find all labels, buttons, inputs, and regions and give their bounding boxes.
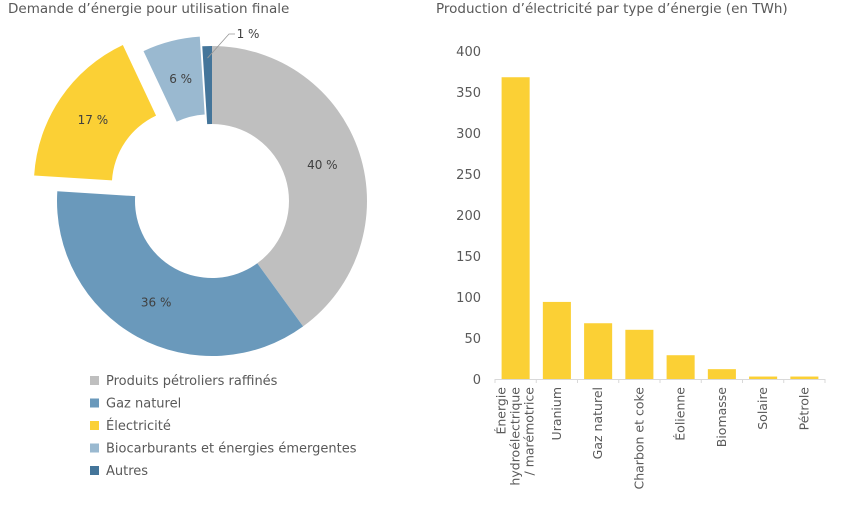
y-tick-label: 200	[456, 209, 481, 224]
bar	[790, 376, 819, 379]
legend-swatch	[90, 376, 99, 385]
bar	[584, 323, 613, 379]
bar-title: Production d’électricité par type d’éner…	[436, 1, 788, 17]
y-tick-label: 350	[456, 86, 481, 101]
bar	[749, 376, 778, 379]
slice-label: 36 %	[141, 296, 172, 310]
legend-swatch	[90, 421, 99, 430]
y-tick-label: 300	[456, 127, 481, 142]
x-tick-label: Biomasse	[714, 387, 729, 448]
donut-title: Demande d’énergie pour utilisation final…	[8, 1, 289, 17]
legend-label: Produits pétroliers raffinés	[106, 374, 278, 389]
y-tick-label: 250	[456, 168, 481, 183]
y-tick-label: 100	[456, 291, 481, 306]
x-tick-label: Éolienne	[673, 387, 688, 441]
x-tick-label: Pétrole	[796, 387, 811, 431]
y-tick-label: 0	[473, 373, 481, 388]
donut-slice	[202, 46, 212, 125]
slice-label: 17 %	[78, 113, 109, 127]
donut-slice	[34, 45, 157, 181]
legend-label: Autres	[106, 464, 148, 479]
slice-label: 1 %	[237, 27, 260, 41]
leader-line	[207, 33, 235, 59]
legend-swatch	[90, 443, 99, 453]
y-tick-label: 150	[456, 250, 481, 265]
y-tick-label: 50	[464, 332, 481, 347]
legend-label: Biocarburants et énergies émergentes	[106, 442, 357, 457]
bar	[501, 77, 530, 380]
legend-swatch	[90, 398, 99, 408]
x-tick-label: Solaire	[755, 387, 770, 430]
bar	[707, 369, 736, 379]
slice-label: 6 %	[169, 72, 192, 86]
bar	[625, 329, 654, 379]
y-tick-label: 400	[456, 45, 481, 60]
donut-slice	[212, 46, 368, 327]
x-tick-label: Charbon et coke	[631, 387, 646, 490]
donut-slice	[56, 191, 304, 357]
donut-slice	[143, 36, 205, 122]
x-tick-label: Gaz naturel	[590, 387, 605, 459]
bar	[542, 301, 571, 379]
x-tick-label: Énergiehydroélectrique/ marémotrice	[494, 387, 537, 486]
legend-swatch	[90, 466, 99, 475]
legend-label: Gaz naturel	[106, 397, 181, 412]
legend-label: Électricité	[106, 418, 171, 434]
bar	[666, 355, 695, 379]
x-tick-label: Uranium	[549, 387, 564, 440]
slice-label: 40 %	[307, 158, 338, 172]
